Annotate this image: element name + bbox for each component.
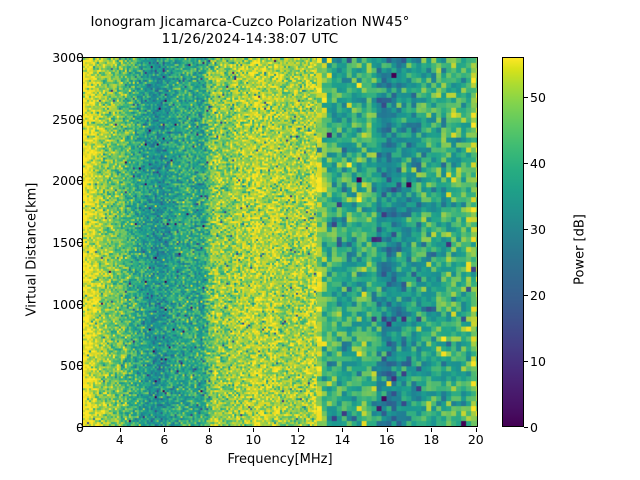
colorbar-tick-mark — [524, 360, 528, 362]
y-axis-tick-mark — [78, 180, 82, 182]
colorbar-tick-label: 10 — [530, 353, 546, 369]
x-axis-tick-label: 8 — [204, 432, 213, 447]
y-axis-tick-label: 500 — [60, 358, 84, 374]
ionogram-heatmap-canvas — [83, 58, 477, 426]
y-axis-tick-label: 2500 — [52, 111, 84, 127]
x-axis-label: Frequency[MHz] — [227, 452, 333, 467]
chart-title: Ionogram Jicamarca-Cuzco Polarization NW… — [0, 14, 500, 48]
y-axis-tick-mark — [78, 303, 82, 305]
x-axis-tick-label: 12 — [289, 432, 306, 447]
colorbar-tick-label: 30 — [530, 221, 546, 237]
x-axis-tick-mark — [253, 428, 255, 432]
x-axis-tick-mark — [342, 428, 344, 432]
colorbar-tick-mark — [524, 228, 528, 230]
y-axis-tick-label: 3000 — [52, 50, 84, 65]
x-axis-tick-mark — [208, 428, 210, 432]
y-axis-tick-label: 2000 — [52, 173, 84, 189]
x-axis-tick-mark — [119, 428, 121, 432]
colorbar-tick-label: 50 — [530, 89, 546, 105]
x-axis-tick-mark — [431, 428, 433, 432]
colorbar-tick-label: 0 — [530, 420, 538, 435]
colorbar-tick-mark — [524, 294, 528, 296]
x-axis-tick-label: 14 — [334, 432, 351, 447]
x-axis-tick-label: 4 — [115, 432, 124, 447]
colorbar-tick-mark — [524, 96, 528, 98]
y-axis-tick-mark — [78, 57, 82, 58]
y-axis-tick-mark — [78, 118, 82, 120]
x-axis-tick-mark — [386, 428, 388, 432]
y-axis-tick-mark — [78, 365, 82, 367]
x-axis-tick-label: 20 — [467, 432, 484, 447]
y-axis-tick-mark — [78, 427, 82, 428]
colorbar-tick-label: 40 — [530, 155, 546, 171]
colorbar — [502, 57, 524, 427]
heatmap-plot-area — [82, 57, 478, 427]
colorbar-tick-mark — [524, 427, 528, 428]
y-axis-tick-label: 1500 — [52, 235, 84, 250]
chart-title-line2: 11/26/2024-14:38:07 UTC — [161, 31, 339, 47]
x-axis-tick-label: 6 — [160, 432, 169, 447]
x-axis-tick-label: 10 — [245, 432, 262, 447]
x-axis-tick-label: 16 — [378, 432, 395, 447]
y-axis-tick-label: 1000 — [52, 296, 84, 312]
y-axis-label: Virtual Distance[km] — [24, 182, 40, 317]
y-axis-tick-mark — [78, 242, 82, 243]
x-axis-tick-label: 18 — [423, 432, 440, 447]
colorbar-tick-mark — [524, 162, 528, 164]
x-axis-tick-mark — [297, 428, 299, 432]
colorbar-label: Power [dB] — [572, 214, 588, 285]
colorbar-tick-label: 20 — [530, 287, 546, 303]
x-axis-tick-mark — [164, 428, 166, 432]
x-axis-tick-mark — [475, 428, 477, 432]
chart-title-line1: Ionogram Jicamarca-Cuzco Polarization NW… — [90, 14, 410, 30]
